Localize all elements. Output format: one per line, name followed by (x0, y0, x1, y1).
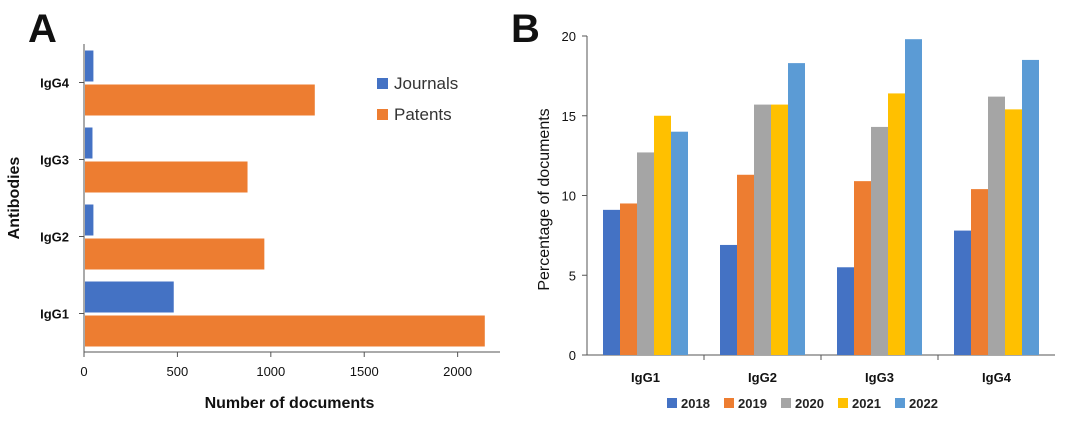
y-category-label: IgG3 (40, 153, 69, 168)
bar-2022-igg2 (788, 63, 805, 356)
y-tick-label: 0 (569, 348, 576, 363)
y-axis-title: Percentage of documents (536, 108, 553, 290)
x-category-label: IgG1 (631, 370, 660, 385)
bar-2018-igg4 (954, 230, 971, 355)
bar-2019-igg1 (620, 203, 637, 355)
bar-2022-igg4 (1022, 59, 1039, 356)
x-tick-label: 500 (167, 364, 189, 379)
bar-patents-igg1 (85, 315, 485, 347)
y-tick-label: 20 (562, 29, 576, 44)
y-tick-label: 15 (562, 109, 576, 124)
bar-2021-igg1 (654, 115, 671, 355)
bar-2022-igg1 (671, 131, 688, 355)
y-axis-title: Antibodies (6, 157, 23, 240)
panel-b-chart: 0 5 10 15 20 IgG1 IgG2 IgG3 IgG4 Percentage of do… (536, 29, 1055, 411)
bar-patents-igg3 (85, 161, 248, 193)
bar-2018-igg3 (837, 267, 854, 355)
panel-a-chart: 0 500 1000 1500 2000 IgG1 IgG2 IgG3 IgG4 Number o… (6, 44, 500, 412)
legend-label-2021: 2021 (852, 396, 881, 411)
bar-journals-igg4 (85, 50, 94, 82)
legend-label-2022: 2022 (909, 396, 938, 411)
legend-swatch-2022 (895, 398, 905, 408)
bar-2021-igg4 (1005, 109, 1022, 356)
legend-swatch-2019 (724, 398, 734, 408)
bar-2018-igg2 (720, 244, 737, 355)
bar-2022-igg3 (905, 39, 922, 355)
y-category-label: IgG2 (40, 230, 69, 245)
x-axis-title: Number of documents (205, 395, 375, 412)
bar-journals-igg3 (85, 127, 93, 159)
legend-label-2020: 2020 (795, 396, 824, 411)
y-category-label: IgG4 (40, 76, 70, 91)
y-tick-label: 5 (569, 268, 576, 283)
bar-2019-igg4 (971, 189, 988, 355)
bar-patents-igg2 (85, 238, 265, 270)
legend-label-journals: Journals (394, 74, 458, 93)
y-tick-label: 10 (562, 189, 576, 204)
x-tick-label: 0 (80, 364, 87, 379)
legend-swatch-journals (377, 78, 388, 89)
bar-2018-igg1 (603, 209, 620, 355)
bar-2020-igg3 (871, 126, 888, 355)
x-tick-label: 1000 (256, 364, 285, 379)
bar-2020-igg1 (637, 152, 654, 355)
bar-2019-igg3 (854, 181, 871, 355)
bar-2020-igg4 (988, 96, 1005, 356)
bar-journals-igg1 (85, 281, 174, 313)
x-category-label: IgG2 (748, 370, 777, 385)
panel-a-label: A (28, 7, 57, 51)
bar-patents-igg4 (85, 84, 315, 116)
bar-2020-igg2 (754, 104, 771, 356)
legend-swatch-2021 (838, 398, 848, 408)
x-category-label: IgG4 (982, 370, 1012, 385)
x-category-label: IgG3 (865, 370, 894, 385)
bar-2021-igg3 (888, 93, 905, 356)
y-category-label: IgG1 (40, 307, 69, 322)
legend-label-2019: 2019 (738, 396, 767, 411)
x-tick-label: 2000 (443, 364, 472, 379)
x-tick-label: 1500 (350, 364, 379, 379)
legend-label-2018: 2018 (681, 396, 710, 411)
bar-2021-igg2 (771, 104, 788, 356)
panel-b-label: B (511, 7, 540, 51)
legend-swatch-2018 (667, 398, 677, 408)
bar-journals-igg2 (85, 204, 94, 236)
legend-label-patents: Patents (394, 105, 452, 124)
bar-2019-igg2 (737, 174, 754, 355)
legend-swatch-patents (377, 109, 388, 120)
legend-swatch-2020 (781, 398, 791, 408)
